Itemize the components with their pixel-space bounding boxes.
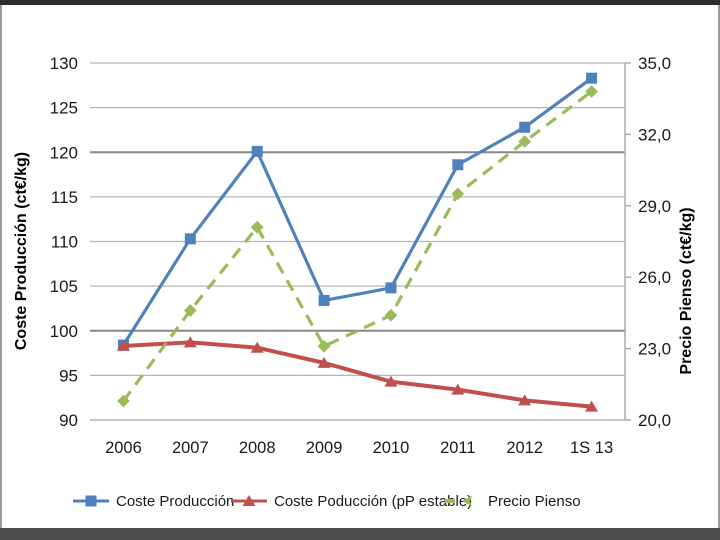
right-axis-title: Precio Pienso (ct€/kg) <box>678 207 695 375</box>
data-point-square <box>452 159 464 171</box>
left-axis-tick-label: 110 <box>51 233 78 252</box>
right-axis-tick-label: 26,0 <box>638 268 671 287</box>
data-point-square <box>318 294 330 306</box>
left-axis-tick-label: 125 <box>50 99 78 118</box>
legend-label: Coste Poducción (pP estable) <box>274 492 473 510</box>
right-axis-tick-label: 32,0 <box>638 125 671 144</box>
x-axis-label-2012: 2012 <box>506 439 543 457</box>
x-axis-label-2010: 2010 <box>373 439 410 457</box>
left-axis-tick-label: 105 <box>50 277 78 296</box>
data-point-triangle <box>451 383 465 395</box>
x-axis-label-2011: 2011 <box>440 439 475 457</box>
data-point-diamond <box>117 394 130 408</box>
series-line-0 <box>122 76 593 346</box>
data-point-diamond <box>317 339 331 353</box>
data-point-triangle <box>317 356 331 368</box>
left-axis-tick-label: 100 <box>50 322 78 341</box>
left-axis-tick-label: 115 <box>51 188 78 207</box>
left-axis-tick-label: 130 <box>50 54 78 73</box>
x-axis-label-2007: 2007 <box>172 439 209 457</box>
left-axis-tick-label: 120 <box>50 143 78 162</box>
legend-label: Precio Pienso <box>488 492 581 510</box>
x-axis-label-2008: 2008 <box>239 439 276 457</box>
data-point-diamond <box>250 220 264 234</box>
slide-left-border <box>0 5 2 528</box>
right-axis-tick-label: 35,0 <box>638 54 671 73</box>
left-axis-tick-label: 95 <box>59 366 78 385</box>
data-point-square <box>586 72 598 84</box>
slide-right-border <box>718 5 720 528</box>
data-point-square <box>385 282 397 294</box>
x-axis-label-2009: 2009 <box>306 439 343 457</box>
data-point-triangle <box>250 341 264 353</box>
data-point-square <box>184 233 196 245</box>
left-axis-title: Coste Producción (ct€/kg) <box>13 151 30 351</box>
legend-marker-red-triangle-icon <box>231 495 267 506</box>
slide-bottom-border <box>0 528 720 540</box>
data-point-square <box>519 121 531 133</box>
legend-item-coste-poduccion-pp-estable: Coste Poducción (pP estable) <box>231 488 472 514</box>
legend-item-coste-produccion: Coste Producción <box>73 488 234 514</box>
right-axis-tick-label: 29,0 <box>638 197 671 216</box>
data-point-triangle <box>518 394 532 406</box>
x-axis-label-2006: 2006 <box>105 439 142 457</box>
right-axis-tick-label: 20,0 <box>638 411 671 430</box>
legend-marker-blue-square-icon <box>73 495 109 507</box>
x-axis-label-1S-13: 1S 13 <box>570 439 613 457</box>
legend-item-precio-pienso: Precio Pienso <box>445 488 581 514</box>
chart-container: 130 125 120 115 110 105 100 95 90 20,0 23,0 26,0 29,… <box>2 5 718 528</box>
data-point-triangle <box>384 375 398 387</box>
data-point-diamond <box>183 304 197 317</box>
data-point-square <box>251 145 263 157</box>
chart-plot-area: 130 125 120 115 110 105 100 95 90 20,0 23,0 26,0 29,… <box>50 54 671 457</box>
data-point-triangle <box>116 339 130 351</box>
series-line-1 <box>123 340 592 409</box>
series-line-2 <box>122 90 593 402</box>
data-point-triangle <box>183 336 197 348</box>
data-point-triangle <box>585 400 599 412</box>
slide-top-border <box>0 0 720 5</box>
right-axis-tick-label: 23,0 <box>638 340 671 359</box>
legend-marker-green-dash-icon <box>445 495 472 507</box>
chart-legend: Coste Producción Coste Poducción (pP est… <box>2 488 718 518</box>
left-axis-tick-label: 90 <box>59 411 78 430</box>
data-point-diamond <box>451 187 465 201</box>
data-point-diamond <box>384 308 398 322</box>
legend-label: Coste Producción <box>116 492 235 510</box>
